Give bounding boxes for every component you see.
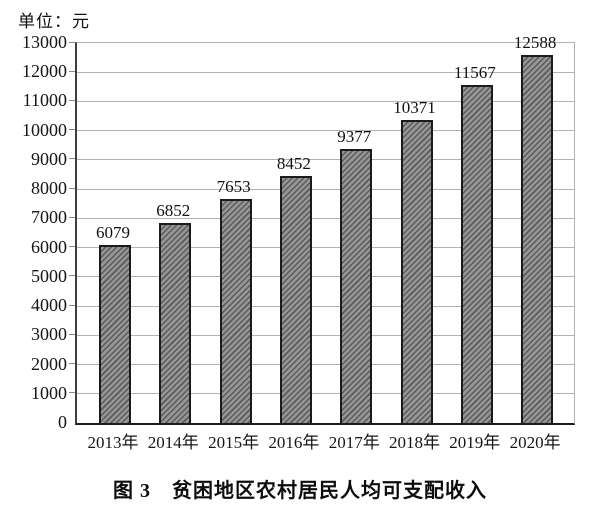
gridline-2000 [77,364,574,366]
y-tick-7000 [69,216,75,218]
bar-value-label-2017年: 9377 [337,126,372,146]
y-axis-tick-label-1000: 1000 [31,382,67,403]
y-tick-3000 [69,333,75,335]
unit-label: 单位：元 [18,12,90,31]
bar-value-label-2020年: 12588 [513,33,557,53]
y-tick-12000 [69,70,75,72]
gridline-5000 [77,276,574,278]
gridline-3000 [77,334,574,336]
y-axis-tick-label-3000: 3000 [31,324,67,345]
chart-title: 图 3 贫困地区农村居民人均可支配收入 [113,480,487,502]
y-tick-5000 [69,275,75,277]
bar-2020年 [521,55,554,423]
y-axis-tick-label-9000: 9000 [31,148,67,169]
y-tick-1000 [69,392,75,394]
y-axis-tick-label-0: 0 [58,412,67,432]
y-tick-6000 [69,246,75,248]
y-tick-11000 [69,99,75,101]
y-axis-tick-label-5000: 5000 [31,265,67,286]
y-axis-tick-label-13000: 13000 [22,32,67,52]
x-axis-tick-label-2018年: 2018年 [389,433,440,452]
y-axis-tick-label-10000: 10000 [22,119,67,140]
bar-2013年 [99,245,131,423]
bar-value-label-2015年: 7653 [216,177,251,197]
x-axis-tick-label-2019年: 2019年 [449,433,501,452]
gridline-7000 [77,217,574,219]
bar-2017年 [340,148,373,423]
y-axis-tick-label-2000: 2000 [31,353,67,374]
bar-2019年 [460,84,493,423]
y-axis-tick-label-11000: 11000 [22,90,67,111]
y-axis-tick-label-4000: 4000 [31,295,67,316]
y-axis-tick-label-7000: 7000 [31,207,67,228]
x-axis-tick-label-2020年: 2020年 [509,433,561,452]
y-tick-4000 [69,304,75,306]
y-axis-tick-label-6000: 6000 [31,236,67,257]
x-axis-tick-label-2013年: 2013年 [87,433,139,452]
gridline-1000 [77,393,574,395]
bar-value-label-2013年: 6079 [96,223,130,243]
gridline-10000 [77,130,574,132]
gridline-9000 [77,159,574,161]
gridline-11000 [77,100,574,102]
x-axis-tick-label-2017年: 2017年 [328,433,380,452]
bar-2014年 [159,222,192,423]
gridline-12000 [77,71,574,73]
y-tick-13000 [69,41,75,43]
x-axis-tick-label-2014年: 2014年 [147,433,199,452]
bar-value-label-2014年: 6852 [156,200,191,220]
y-axis-tick-label-8000: 8000 [31,178,67,199]
plot-area [75,42,575,425]
y-tick-2000 [69,363,75,365]
bar-value-label-2016年: 8452 [276,153,311,173]
bar-2018年 [400,119,433,423]
bar-value-label-2019年: 11567 [453,62,496,82]
x-axis-tick-label-2016年: 2016年 [268,433,320,452]
y-axis-tick-label-12000: 12000 [22,61,67,82]
gridline-4000 [77,305,574,307]
y-tick-8000 [69,187,75,189]
bar-2016年 [279,175,312,423]
y-tick-9000 [69,158,75,160]
y-tick-10000 [69,129,75,131]
bar-value-label-2018年: 10371 [393,97,436,117]
x-axis-tick-label-2015年: 2015年 [208,433,260,452]
gridline-8000 [77,188,574,190]
bar-2015年 [219,199,252,423]
gridline-6000 [77,247,574,249]
